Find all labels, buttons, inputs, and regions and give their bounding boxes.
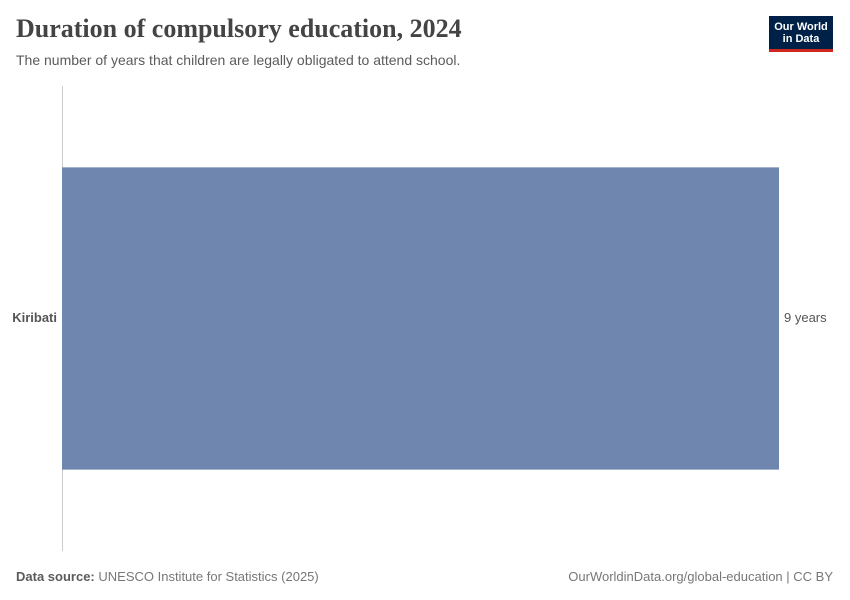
source: Data source: UNESCO Institute for Statis… — [16, 569, 319, 584]
chart: Kiribati 9 years — [12, 86, 827, 551]
url[interactable]: OurWorldinData.org/global-education | CC… — [568, 569, 833, 584]
logo[interactable]: Our World in Data — [769, 16, 833, 52]
logo-text: Our World — [774, 21, 828, 33]
source-label: Data source: — [16, 569, 95, 584]
category-label: Kiribati — [12, 310, 57, 325]
chart-subtitle: The number of years that children are le… — [16, 52, 461, 68]
source-text: UNESCO Institute for Statistics (2025) — [98, 569, 319, 584]
logo-text: in Data — [782, 33, 820, 45]
chart-title: Duration of compulsory education, 2024 — [16, 14, 462, 43]
bar — [62, 167, 779, 470]
value-label: 9 years — [784, 310, 827, 325]
